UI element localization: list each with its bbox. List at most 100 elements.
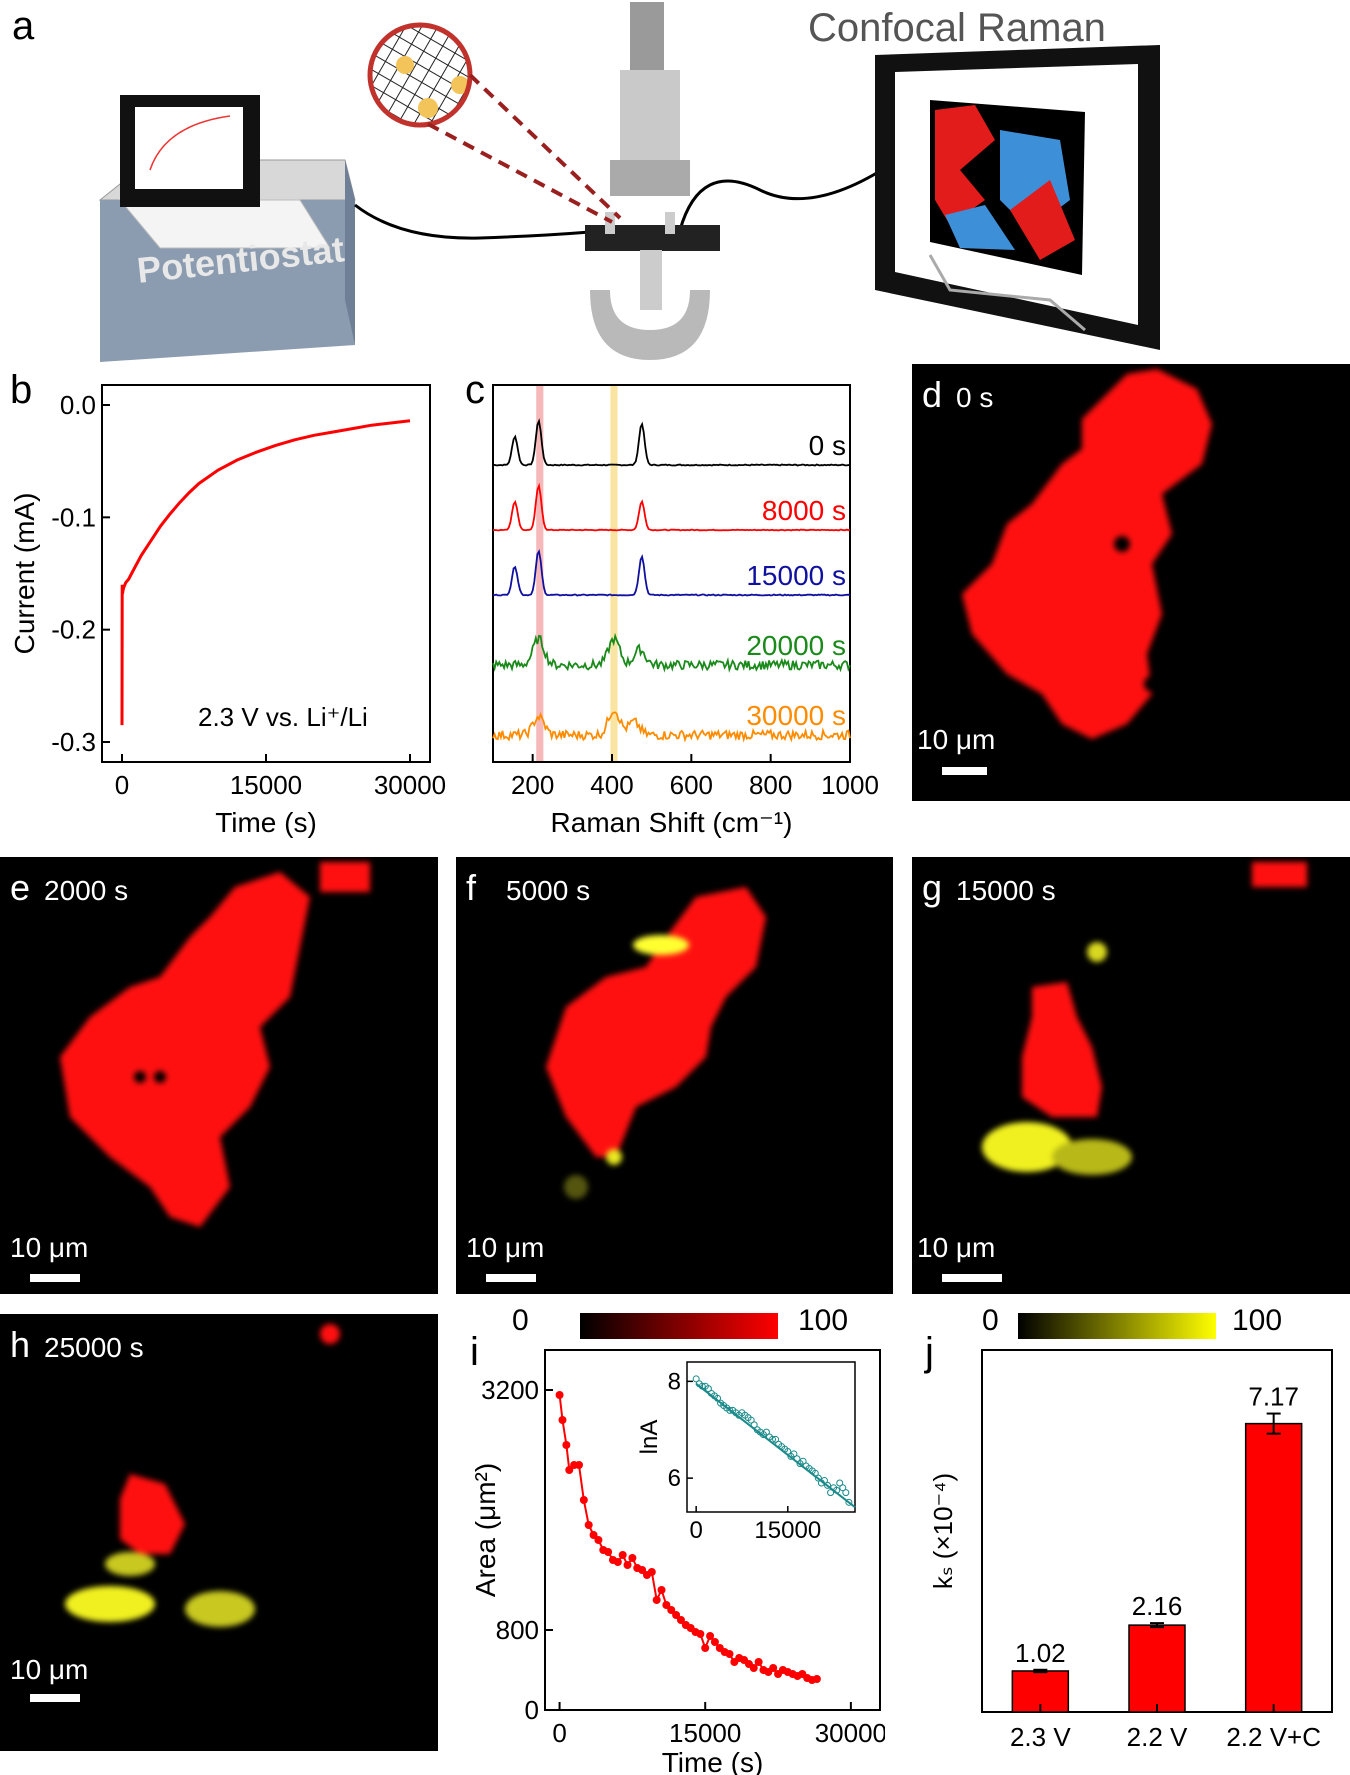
map-d-scale-text: 10 μm: [917, 724, 996, 755]
chart-c-frame: [492, 384, 851, 763]
map-h-scalebar: [30, 1694, 80, 1702]
chart-i-ytick-label: 0: [525, 1695, 539, 1725]
chart-c-band-1: [610, 385, 618, 762]
chart-i-point: [565, 1466, 574, 1474]
map-f-label: f: [466, 867, 477, 908]
map-d-image: [962, 369, 1212, 739]
chart-j-bar: [1128, 1624, 1186, 1713]
map-h-image: [65, 1324, 340, 1627]
current-time-chart: 0 15000 30000 0.0 -0.1 -0.2 -0.3 Time (s) Curren…: [9, 384, 446, 838]
chart-c-series-label: 30000 s: [746, 700, 846, 731]
chart-i-point: [589, 1531, 598, 1539]
inset-point: [784, 1448, 792, 1456]
chart-b-xtick-label: 15000: [230, 770, 302, 800]
map-e-scale-text: 10 μm: [10, 1232, 89, 1263]
map-f-scale-text: 10 μm: [466, 1232, 545, 1263]
map-f-scalebar: [486, 1274, 536, 1282]
inset-xtick-label: 15000: [754, 1517, 821, 1544]
chart-c-series-3: [492, 632, 851, 673]
map-g-label: g: [922, 867, 943, 908]
inset-point: [820, 1477, 828, 1485]
chart-j-value-label: 1.02: [1015, 1638, 1066, 1668]
chart-c-series-2: [492, 548, 851, 597]
chart-j-value-label: 2.16: [1132, 1591, 1183, 1621]
chart-i-point: [638, 1566, 647, 1574]
rate-constant-bar-chart: 1.02 2.3 V 2.16 2.2 V 7.17 2.2 V+C kₛ (×10⁻⁴): [928, 1349, 1333, 1752]
chart-c-xtick-label: 600: [670, 770, 713, 800]
chart-c-band-0: [536, 385, 544, 762]
cable-right: [678, 166, 886, 231]
chart-i-xtick-label: 0: [552, 1718, 566, 1748]
confocal-raman-title: Confocal Raman: [808, 6, 1106, 50]
raman-map-d: d 0 s 10 μm: [912, 364, 1350, 801]
chart-b-xlabel: Time (s): [215, 807, 317, 838]
chart-c-xtick-label: 1000: [821, 770, 879, 800]
chart-i-point: [623, 1561, 632, 1569]
inset-point: [845, 1498, 853, 1506]
chart-j-category-label: 2.2 V: [1127, 1722, 1188, 1752]
raman-map-h: h 25000 s 10 μm: [0, 1314, 438, 1751]
inset-point: [811, 1469, 819, 1477]
raman-map-e: e 2000 s 10 μm: [0, 857, 438, 1294]
map-e-scalebar: [30, 1274, 80, 1282]
inset-point: [726, 1406, 734, 1414]
chart-i-ylabel: Area (μm²): [470, 1463, 501, 1597]
inset-ytick-label: 6: [668, 1465, 681, 1492]
panel-b-label: b: [10, 368, 33, 412]
colorbar-yellow-max: 100: [1232, 1304, 1283, 1337]
chart-i-point: [672, 1611, 681, 1619]
chart-i-point: [676, 1616, 685, 1624]
inset-xtick-label: 0: [689, 1517, 702, 1544]
raman-map-f: f 5000 s 10 μm: [456, 857, 893, 1294]
inset-point: [839, 1484, 847, 1492]
chart-i-point: [667, 1606, 676, 1614]
chart-i-point: [701, 1644, 710, 1652]
chart-i-point: [769, 1664, 778, 1672]
chart-i-point: [662, 1601, 671, 1609]
chart-b-ytick-label: -0.3: [51, 727, 96, 757]
chart-b-xtick-label: 0: [115, 770, 129, 800]
chart-j-ylabel: kₛ (×10⁻⁴): [928, 1473, 958, 1589]
chart-j-bar: [1244, 1422, 1303, 1713]
chart-i-point: [604, 1548, 613, 1556]
chart-j-category-label: 2.3 V: [1010, 1722, 1071, 1752]
chart-i-xtick-label: 15000: [669, 1718, 741, 1748]
chart-i-point: [618, 1551, 627, 1559]
inset-point: [747, 1416, 755, 1424]
panel-c-label: c: [465, 368, 485, 412]
inset-point: [698, 1382, 706, 1390]
chart-c-series-label: 8000 s: [762, 495, 846, 526]
chart-c-xlabel: Raman Shift (cm⁻¹): [551, 807, 793, 838]
map-g-image: [982, 862, 1307, 1175]
laptop-icon: [118, 95, 331, 249]
chart-b-ytick-label: -0.2: [51, 615, 96, 645]
map-e-label: e: [10, 867, 31, 908]
chart-i-ytick-label: 3200: [481, 1375, 539, 1405]
chart-i-frame: [544, 1349, 881, 1711]
map-d-time: 0 s: [956, 382, 994, 413]
map-d-scalebar: [942, 767, 987, 775]
chart-b-ylabel: Current (mA): [9, 493, 40, 655]
chart-i-point: [652, 1596, 661, 1604]
inset-ylabel: lnA: [636, 1420, 663, 1455]
chart-i-point: [647, 1568, 656, 1576]
setup-illustration: [98, 2, 1160, 362]
chart-c-xtick-label: 400: [590, 770, 633, 800]
chart-i-point: [812, 1675, 821, 1683]
magnifier-mesh-icon: [367, 22, 622, 224]
inset-point: [772, 1435, 780, 1443]
inset-point: [833, 1486, 841, 1494]
panel-a-label: a: [12, 4, 35, 48]
map-g-time: 15000 s: [956, 875, 1056, 906]
colorbar-red-min: 0: [512, 1304, 529, 1337]
map-f-image: [546, 887, 766, 1199]
chart-i-ytick-label: 800: [496, 1615, 539, 1645]
chart-j-category-label: 2.2 V+C: [1226, 1722, 1321, 1752]
inset-point: [814, 1474, 822, 1482]
chart-i-point: [555, 1391, 564, 1399]
chart-b-ytick-label: 0.0: [60, 390, 96, 420]
chart-i-point: [574, 1461, 583, 1469]
map-e-image: [60, 862, 370, 1227]
inset-point: [842, 1489, 850, 1497]
inset-point: [793, 1455, 801, 1463]
